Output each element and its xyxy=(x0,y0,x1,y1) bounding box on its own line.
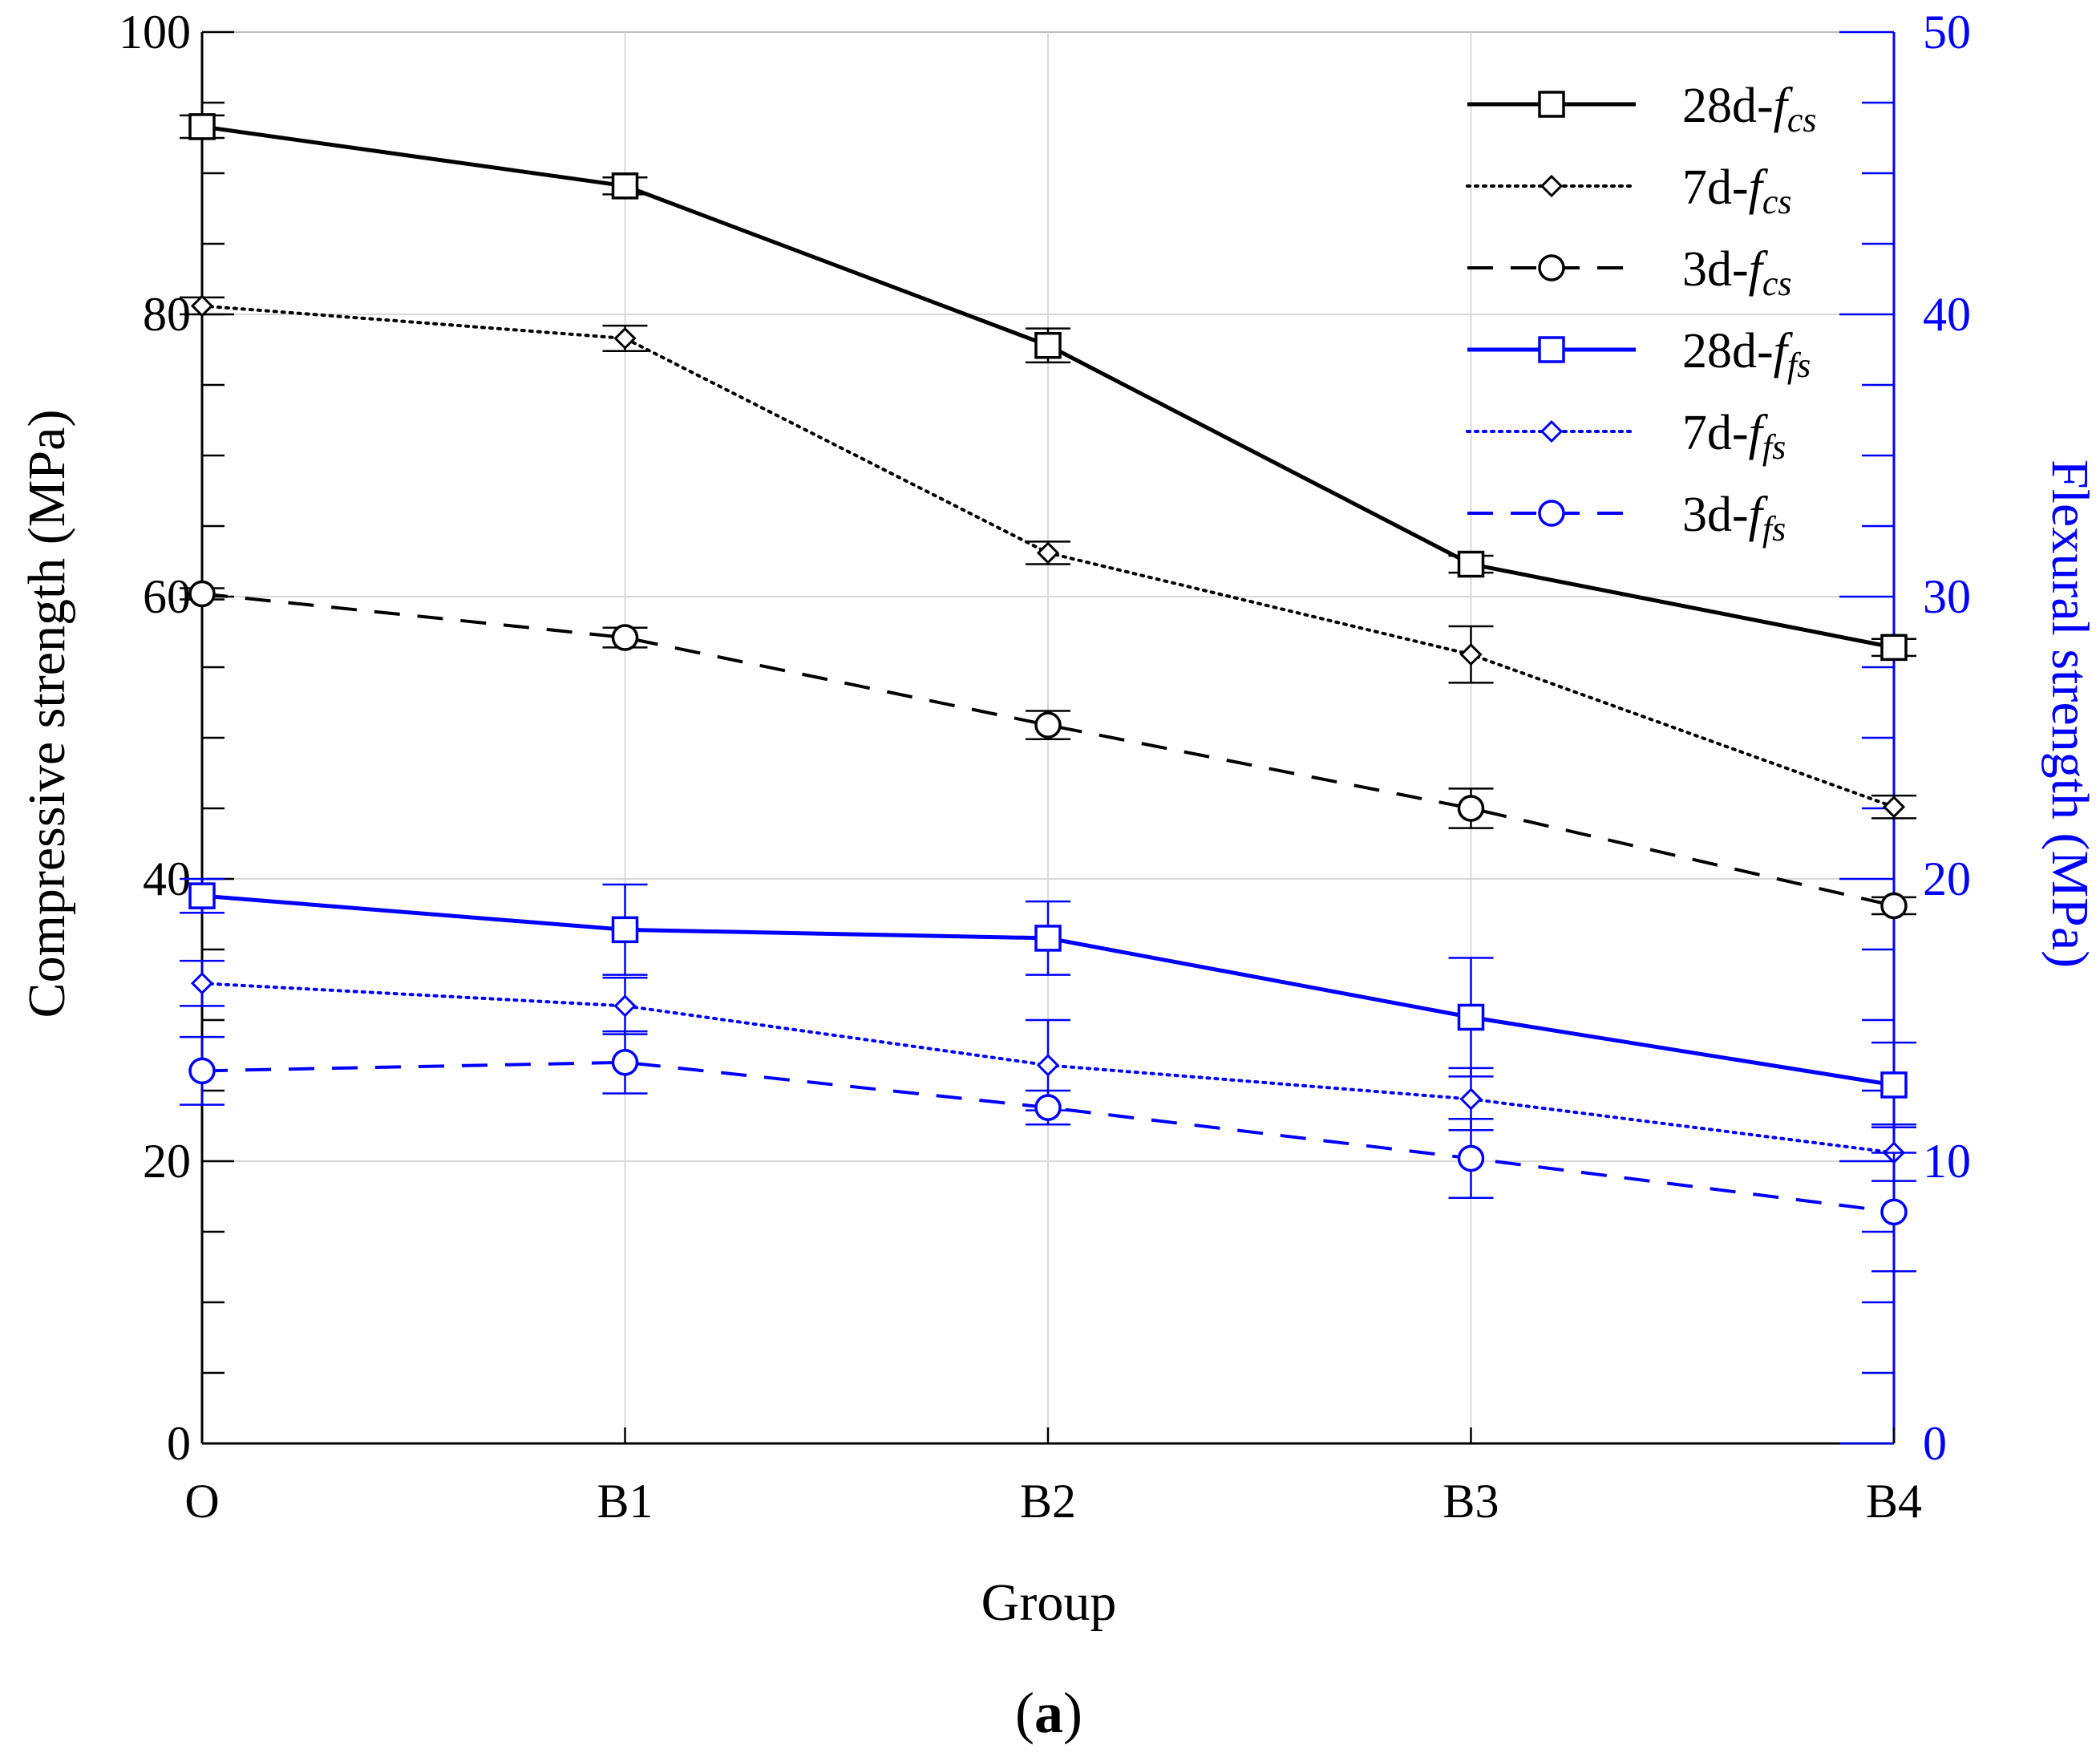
x-axis-title: Group xyxy=(981,1573,1117,1632)
legend-label-subscript: fs xyxy=(1762,427,1786,467)
legend-marker xyxy=(1538,336,1565,363)
data-point-marker xyxy=(188,882,216,909)
legend-label-prefix: 7d- xyxy=(1682,406,1749,460)
caption-open: ( xyxy=(1015,1681,1034,1745)
data-point-marker xyxy=(1036,541,1060,565)
y-axis-title: Compressive strength (MPa) xyxy=(18,410,76,1018)
legend-marker xyxy=(1538,254,1565,281)
x-tick-label: B4 xyxy=(1866,1475,1922,1528)
data-point-marker xyxy=(611,172,639,200)
y2-axis-title: Flexural strength (MPa) xyxy=(2041,460,2099,968)
data-point-marker xyxy=(613,994,637,1018)
series-28d-fcs xyxy=(180,113,1916,662)
legend-entry-7d-ffs: 7d-ffs xyxy=(1466,406,1786,467)
legend-entry-28d-ffs: 28d-ffs xyxy=(1467,324,1811,385)
data-point-marker xyxy=(1459,643,1483,666)
y2-tick-label: 20 xyxy=(1923,852,1971,905)
legend-label-subscript: cs xyxy=(1787,100,1817,140)
data-point-marker xyxy=(190,294,214,318)
legend-label-subscript: fs xyxy=(1787,346,1811,385)
legend-label-subscript: fs xyxy=(1762,509,1786,549)
data-point-marker xyxy=(188,580,216,608)
legend-marker xyxy=(1538,91,1565,118)
caption-close: ) xyxy=(1063,1681,1082,1745)
data-point-marker xyxy=(1036,1054,1060,1077)
data-point-marker xyxy=(1034,925,1062,952)
data-point-marker xyxy=(188,113,216,140)
data-point-marker xyxy=(1882,796,1906,819)
y-tick-label: 20 xyxy=(143,1135,191,1188)
y-tick-label: 100 xyxy=(119,6,191,59)
data-point-marker xyxy=(188,1057,216,1085)
legend-label: 28d-fcs xyxy=(1682,79,1817,140)
data-point-marker xyxy=(1457,1144,1485,1172)
x-tick-label: B2 xyxy=(1020,1475,1076,1528)
x-tick-label: B1 xyxy=(597,1475,653,1528)
y-tick-label: 0 xyxy=(167,1417,191,1470)
series-group xyxy=(180,113,1916,1273)
legend-label: 28d-ffs xyxy=(1682,324,1811,385)
data-point-marker xyxy=(611,916,639,944)
data-point-marker xyxy=(611,624,639,651)
data-point-marker xyxy=(190,972,214,995)
legend-entry-3d-fcs: 3d-fcs xyxy=(1467,242,1792,303)
data-point-marker xyxy=(1880,1198,1908,1226)
figure-caption: (a) xyxy=(1015,1681,1082,1745)
x-tick-label: O xyxy=(184,1475,219,1528)
series-3d-fcs xyxy=(180,580,1916,920)
legend-label-prefix: 3d- xyxy=(1682,488,1749,542)
legend-entry-28d-fcs: 28d-fcs xyxy=(1467,79,1817,140)
legend-label-prefix: 28d- xyxy=(1682,324,1774,379)
x-tick-label: B3 xyxy=(1442,1475,1499,1528)
legend-label: 3d-fcs xyxy=(1682,242,1792,303)
y2-tick-label: 30 xyxy=(1923,570,1971,623)
series-3d-ffs xyxy=(180,1030,1916,1273)
legend-entry-7d-fcs: 7d-fcs xyxy=(1466,160,1792,221)
y2-tick-label: 0 xyxy=(1923,1417,1947,1470)
y2-tick-label: 40 xyxy=(1923,288,1971,341)
caption-label: a xyxy=(1034,1681,1063,1745)
series-line xyxy=(201,592,1895,908)
data-point-marker xyxy=(1034,711,1062,739)
data-point-marker xyxy=(1034,1094,1062,1121)
data-point-marker xyxy=(1457,550,1485,578)
legend-label-prefix: 28d- xyxy=(1682,79,1774,133)
legend-marker xyxy=(1540,174,1564,198)
legend-label: 3d-ffs xyxy=(1682,488,1786,549)
data-point-marker xyxy=(1880,1071,1908,1099)
series-line xyxy=(201,1060,1895,1214)
legend-label-prefix: 3d- xyxy=(1682,242,1749,297)
legend: 28d-fcs 7d-fcs 3d-fcs 28d-ffs 7d-ffs 3d-ffs xyxy=(1466,79,1817,549)
y2-tick-label: 50 xyxy=(1923,6,1971,59)
legend-label-subscript: cs xyxy=(1762,264,1792,303)
series-28d-ffs xyxy=(180,877,1916,1129)
data-point-marker xyxy=(1034,331,1062,359)
data-point-marker xyxy=(613,326,637,350)
data-point-marker xyxy=(1880,634,1908,662)
legend-label: 7d-fcs xyxy=(1682,160,1792,221)
y2-tick-label: 10 xyxy=(1923,1135,1971,1188)
data-point-marker xyxy=(1457,795,1485,822)
series-7d-fcs xyxy=(180,294,1916,820)
legend-entry-3d-ffs: 3d-ffs xyxy=(1467,488,1786,549)
y-tick-label: 60 xyxy=(143,570,191,623)
data-point-marker xyxy=(1459,1087,1483,1111)
legend-marker xyxy=(1538,500,1565,527)
legend-label: 7d-ffs xyxy=(1682,406,1786,467)
legend-label-prefix: 7d- xyxy=(1682,160,1749,215)
data-point-marker xyxy=(611,1049,639,1076)
legend-label-subscript: cs xyxy=(1762,182,1792,221)
legend-marker xyxy=(1540,419,1564,443)
data-point-marker xyxy=(1457,1003,1485,1031)
data-point-marker xyxy=(1880,892,1908,920)
